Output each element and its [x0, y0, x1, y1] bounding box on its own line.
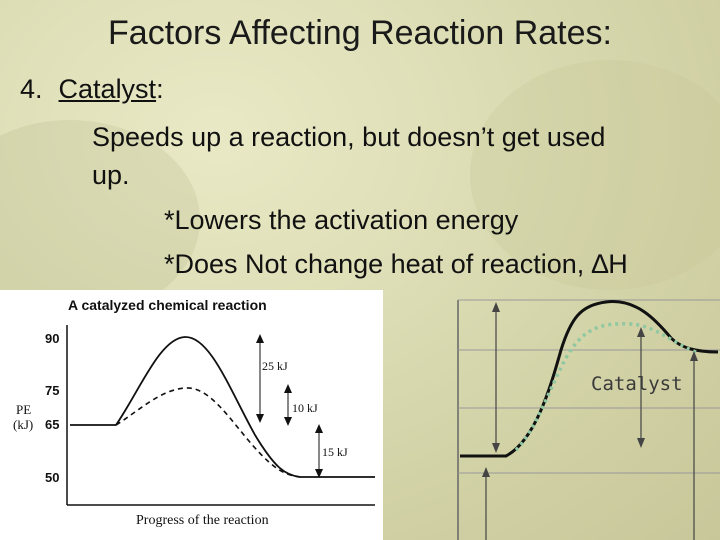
catalyzed-sketch-curve — [514, 322, 697, 452]
arrowhead — [315, 469, 323, 478]
chart-title: A catalyzed chemical reaction — [68, 297, 267, 313]
arrowhead — [256, 414, 264, 423]
catalyst-sketch: Catalyst — [457, 299, 720, 540]
catalyst-sketch-panel: Catalyst — [456, 290, 720, 540]
y-tick-label: 65 — [45, 417, 59, 432]
arrowhead — [482, 467, 490, 477]
arrowhead — [492, 302, 500, 312]
uncatalyzed-curve — [70, 336, 375, 478]
y-tick-label: 90 — [45, 331, 59, 346]
energy-diagram: A catalyzed chemical reaction 90 75 65 5… — [13, 297, 375, 528]
y-axis-label: PE — [16, 402, 31, 417]
body-line-1: Speeds up a reaction, but doesn’t get us… — [92, 122, 606, 152]
arrowhead — [637, 327, 645, 337]
annotation-15kj: 15 kJ — [322, 445, 348, 459]
y-axis-label: (kJ) — [13, 417, 33, 432]
heading-number: 4. — [20, 74, 43, 104]
catalyzed-curve — [115, 387, 301, 478]
background-texture — [470, 60, 720, 290]
arrowhead — [315, 424, 323, 433]
y-tick-label: 75 — [45, 383, 59, 398]
bullet-lowers-activation: *Lowers the activation energy — [164, 205, 519, 235]
section-heading: 4. Catalyst: — [20, 74, 164, 105]
slide-title: Factors Affecting Reaction Rates: — [108, 14, 612, 52]
background-texture — [0, 120, 200, 320]
arrowhead — [492, 443, 500, 453]
bullet-heat-of-reaction: *Does Not change heat of reaction, ∆H — [164, 249, 628, 279]
arrowhead — [284, 384, 292, 393]
x-axis-label: Progress of the reaction — [136, 513, 269, 528]
heading-colon: : — [156, 74, 164, 104]
body-line-2: up. — [92, 160, 130, 190]
heading-keyword: Catalyst — [58, 74, 157, 104]
y-tick-label: 50 — [45, 470, 59, 485]
catalyst-label: Catalyst — [591, 373, 683, 395]
annotation-25kj: 25 kJ — [262, 359, 288, 373]
arrowhead — [637, 438, 645, 448]
annotation-10kj: 10 kJ — [292, 401, 318, 415]
energy-diagram-panel: A catalyzed chemical reaction 90 75 65 5… — [0, 290, 383, 540]
arrowhead — [690, 351, 698, 361]
arrowhead — [256, 334, 264, 343]
arrowhead — [284, 417, 292, 426]
